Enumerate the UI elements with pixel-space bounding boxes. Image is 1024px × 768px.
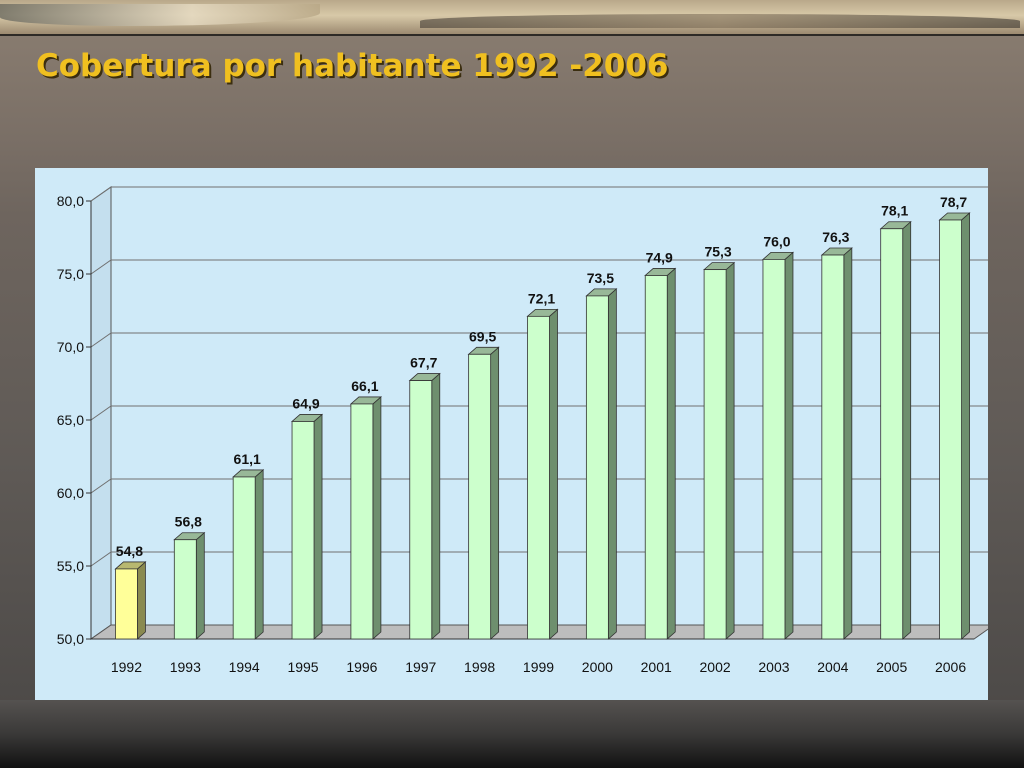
x-tick-label-1996: 1996 <box>346 659 377 675</box>
bar-side-2006 <box>961 212 970 640</box>
bar-side-1999 <box>549 308 558 640</box>
bar-1996 <box>350 403 374 640</box>
data-label-2004: 76,3 <box>822 229 849 245</box>
bar-2001 <box>644 275 668 640</box>
bar-2003 <box>762 259 786 640</box>
bar-side-2005 <box>902 220 912 640</box>
data-label-1995: 64,9 <box>292 395 319 411</box>
y-tick-label: 75,0 <box>57 266 84 282</box>
x-tick-label-2002: 2002 <box>700 659 731 675</box>
y-gridline <box>90 259 988 275</box>
x-tick-label-2005: 2005 <box>876 659 907 675</box>
x-tick-label-2001: 2001 <box>641 659 672 675</box>
data-label-2006: 78,7 <box>940 194 967 210</box>
bar-1992 <box>115 568 138 640</box>
header-swoosh-left <box>0 4 320 26</box>
bar-2004 <box>821 254 845 640</box>
chart-panel: 50,0 55,0 60,0 65,0 70,0 75,0 80,0 54,8 1992 56,8… <box>35 168 988 700</box>
x-tick-label-2006: 2006 <box>935 659 966 675</box>
bar-side-2003 <box>784 251 794 640</box>
y-tick-label: 55,0 <box>57 558 84 574</box>
bar-side-1995 <box>313 413 323 640</box>
bar-side-1998 <box>490 346 500 640</box>
header-decoration <box>0 0 1024 36</box>
header-swoosh-right <box>420 14 1020 28</box>
data-label-2000: 73,5 <box>587 270 614 286</box>
data-label-1994: 61,1 <box>234 451 261 467</box>
bar-2002 <box>703 269 727 640</box>
bar-1995 <box>291 421 315 640</box>
data-label-2005: 78,1 <box>881 203 908 219</box>
x-tick-label-1995: 1995 <box>287 659 318 675</box>
data-label-1993: 56,8 <box>175 514 202 530</box>
data-label-1996: 66,1 <box>351 378 378 394</box>
y-tick-label: 60,0 <box>57 485 84 501</box>
bar-side-1997 <box>431 372 441 640</box>
data-label-2003: 76,0 <box>763 233 790 249</box>
bar-side-2002 <box>725 261 735 640</box>
data-label-1998: 69,5 <box>469 328 496 344</box>
bar-side-1992 <box>137 561 146 640</box>
bar-side-2001 <box>666 267 676 640</box>
bar-1994 <box>232 476 256 640</box>
data-label-2001: 74,9 <box>646 249 673 265</box>
y-tick-label: 70,0 <box>57 339 84 355</box>
y-gridline <box>90 551 988 567</box>
x-tick-label-1992: 1992 <box>111 659 142 675</box>
bar-2005 <box>880 228 904 640</box>
bar-chart: 50,0 55,0 60,0 65,0 70,0 75,0 80,0 54,8 1992 56,8… <box>57 186 988 675</box>
bar-1993 <box>173 539 197 640</box>
bar-side-2000 <box>607 288 617 640</box>
x-tick-label-2000: 2000 <box>582 659 613 675</box>
footer-decoration <box>0 700 1024 768</box>
data-label-1997: 67,7 <box>410 355 437 371</box>
x-tick-label-1999: 1999 <box>523 659 554 675</box>
x-tick-label-1993: 1993 <box>170 659 201 675</box>
bar-side-1996 <box>372 396 382 640</box>
y-tick-label: 50,0 <box>57 631 84 647</box>
x-tick-label-1997: 1997 <box>405 659 436 675</box>
bar-side-1994 <box>254 469 264 640</box>
slide-title: Cobertura por habitante 1992 -2006 <box>36 48 669 84</box>
bar-side-1993 <box>195 531 205 640</box>
x-tick-label-1994: 1994 <box>229 659 260 675</box>
bar-1997 <box>409 380 433 640</box>
y-gridline <box>90 478 988 494</box>
data-label-1999: 72,1 <box>528 290 555 306</box>
data-label-1992: 54,8 <box>116 543 143 559</box>
bar-1999 <box>527 315 550 640</box>
data-label-2002: 75,3 <box>704 244 731 260</box>
x-tick-label-2003: 2003 <box>758 659 789 675</box>
x-tick-label-1998: 1998 <box>464 659 495 675</box>
y-gridline <box>90 186 988 202</box>
bar-2006 <box>939 219 962 640</box>
y-tick-label: 65,0 <box>57 412 84 428</box>
bar-1998 <box>468 353 492 640</box>
y-gridline <box>90 332 988 348</box>
bar-side-2004 <box>843 247 853 640</box>
y-gridline <box>90 405 988 421</box>
bar-2000 <box>585 295 609 640</box>
y-tick-label: 80,0 <box>57 193 84 209</box>
x-tick-label-2004: 2004 <box>817 659 848 675</box>
